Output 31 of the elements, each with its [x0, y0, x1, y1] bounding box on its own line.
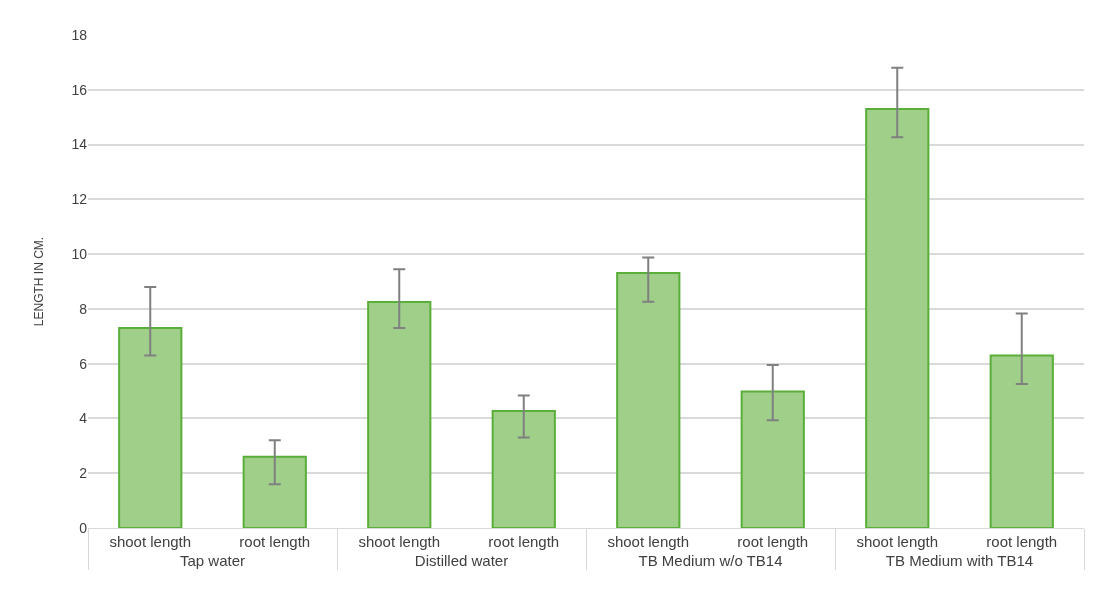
text: Distilled water: [414, 552, 509, 569]
x-tick-label: shoot length: [109, 533, 192, 550]
y-tick-label: 14: [71, 136, 88, 153]
x-tick-label: root length: [239, 533, 311, 550]
x-tick-label: shoot length: [856, 533, 939, 550]
y-tick-label: 10: [71, 246, 88, 263]
bar: [118, 327, 183, 528]
x-tick-label: shoot length: [358, 533, 441, 550]
y-tick-label: 12: [71, 191, 88, 208]
y-tick-label: 0: [79, 519, 88, 536]
x-tick-label: root length: [737, 533, 809, 550]
x-tick-label: shoot length: [607, 533, 690, 550]
x-tick-label: root length: [488, 533, 560, 550]
y-tick-label: 8: [79, 300, 88, 317]
bar: [242, 455, 307, 528]
y-tick-label: 16: [71, 81, 88, 98]
x-tick-label: root length: [986, 533, 1058, 550]
y-axis-title: LENGTH IN CM.: [31, 236, 46, 327]
y-tick-label: 2: [79, 465, 88, 482]
text: TB Medium with TB14: [885, 552, 1034, 569]
bar: [367, 301, 432, 528]
bar: [491, 410, 556, 528]
text: Tap water: [179, 552, 246, 569]
bar: [740, 390, 805, 528]
y-tick-label: 4: [79, 410, 88, 427]
bar: [989, 354, 1054, 528]
text: TB Medium w/o TB14: [638, 552, 783, 569]
y-tick-label: 6: [79, 355, 88, 372]
bar: [616, 272, 681, 528]
bar: [865, 107, 930, 528]
y-tick-label: 18: [71, 26, 88, 43]
